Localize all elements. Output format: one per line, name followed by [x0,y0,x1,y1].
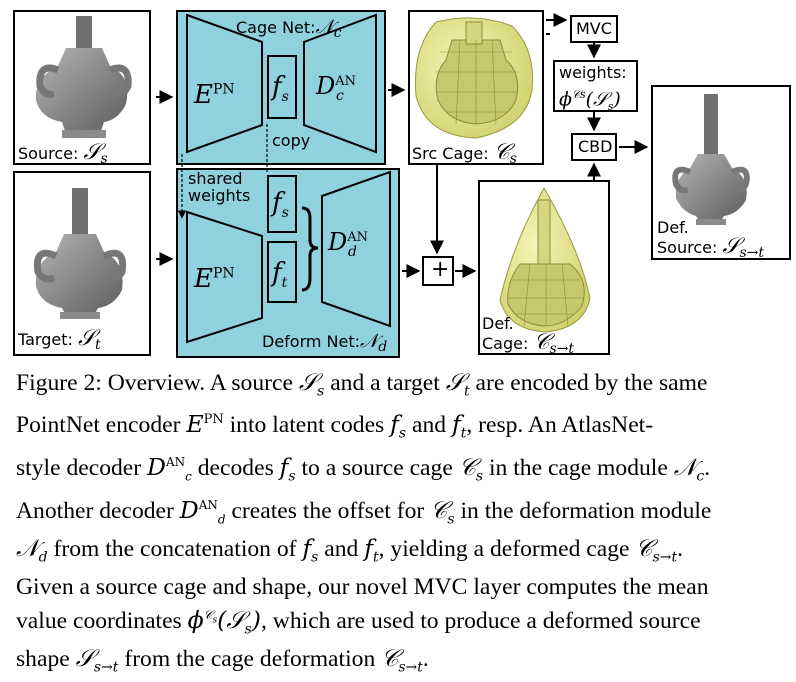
weights-label: weights: ϕ𝒞s(𝒮s) [559,63,627,114]
caption-line-2: PointNet encoder EPN into latent codes f… [16,410,654,442]
caption-line-8: shape 𝒮s→t from the cage deformation 𝒞s→… [16,644,429,676]
deform-ft-box [267,241,297,303]
copy-label: copy [272,131,311,150]
target-label: Target: 𝒮t [18,326,101,354]
def-source-label: Def. Source: 𝒮s→t [657,218,765,262]
source-label: Source: 𝒮s [18,140,108,168]
cbd-label: CBD [578,137,613,156]
mvc-label: MVC [576,19,612,38]
caption-line-3: style decoder DANc decodes fs to a sourc… [16,453,711,485]
cage-encoder-label: EPN [194,80,235,110]
deform-encoder-label: EPN [194,264,235,294]
deform-encoder-shape [186,210,263,344]
caption-line-1: Figure 2: Overview. A source 𝒮s and a ta… [16,368,708,400]
weights-box [553,60,638,112]
deform-net-label: Deform Net:𝒩d [262,330,388,356]
deform-ft-label: ft [272,258,288,292]
deform-fs-label: fs [272,188,289,222]
deform-decoder-shape [321,170,391,328]
src-cage-shape [414,17,534,139]
cage-encoder-shape [186,13,263,154]
plus-box [422,256,454,286]
shared-weights-label: shared weights [188,169,251,205]
deform-fs-box [267,175,297,233]
caption-line-4: Another decoder DANd creates the offset … [16,496,712,528]
concat-brace [301,206,319,292]
def-cage-shape [499,186,591,333]
target-vase-shape [33,188,127,319]
def-cage-label: Def. Cage: 𝒞s→t [482,314,575,358]
source-vase-shape [35,16,132,138]
caption-line-5: 𝒩d from the concatenation of fs and ft, … [16,534,684,567]
cage-decoder-label: DANc [316,72,357,104]
src-cage-label: Src Cage: 𝒞s [412,140,517,168]
mvc-box [570,15,618,43]
cage-net-box [176,10,386,165]
figure-graphics [33,13,750,344]
cage-fs-box [267,55,297,119]
plus-label: + [431,257,450,282]
cbd-box [571,133,617,161]
figure-caption: Figure 2: Overview. A source 𝒮s and a ta… [16,368,788,682]
deform-decoder-label: DANd [328,228,369,260]
def-source-vase-shape [672,94,750,225]
deform-net-box [176,168,400,358]
cage-fs-label: fs [272,72,289,106]
cage-decoder-shape [303,13,377,154]
caption-line-6: Given a source cage and shape, our novel… [16,573,709,600]
cage-net-label: Cage Net:𝒩c [236,16,342,42]
